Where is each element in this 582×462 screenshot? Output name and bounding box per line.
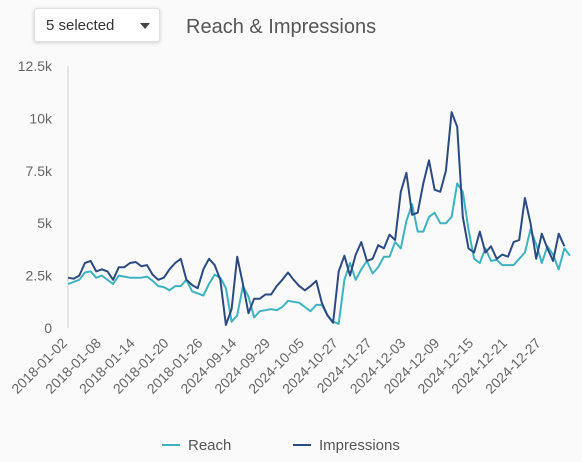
legend-label-impressions: Impressions — [319, 437, 400, 454]
x-axis-ticks: 2018-01-022018-01-082018-01-142018-01-20… — [8, 335, 544, 397]
legend-swatch-reach — [162, 444, 180, 447]
series-selector-label: 5 selected — [46, 17, 115, 34]
y-tick-label: 5k — [37, 215, 53, 231]
y-tick-label: 12.5k — [18, 58, 53, 74]
legend-swatch-impressions — [293, 444, 311, 447]
legend-item-impressions[interactable]: Impressions — [293, 437, 400, 454]
series-line-impressions — [67, 111, 566, 326]
line-chart: 0 2.5k 5k 7.5k 10k 12.5k 2018-01-022018-01-08… — [8, 58, 571, 397]
series-selector-dropdown[interactable]: 5 selected — [34, 8, 160, 42]
legend-item-reach[interactable]: Reach — [162, 437, 231, 454]
y-tick-label: 0 — [44, 320, 52, 336]
chart-title: Reach & Impressions — [186, 16, 377, 38]
chart-legend: Reach Impressions — [0, 437, 582, 457]
y-tick-label: 2.5k — [26, 268, 53, 284]
y-tick-label: 10k — [29, 110, 53, 126]
y-axis-ticks: 0 2.5k 5k 7.5k 10k 12.5k — [18, 58, 53, 336]
legend-label-reach: Reach — [188, 437, 232, 454]
chart-series-lines — [67, 111, 571, 326]
y-tick-label: 7.5k — [26, 163, 53, 179]
chevron-down-icon — [140, 23, 150, 29]
